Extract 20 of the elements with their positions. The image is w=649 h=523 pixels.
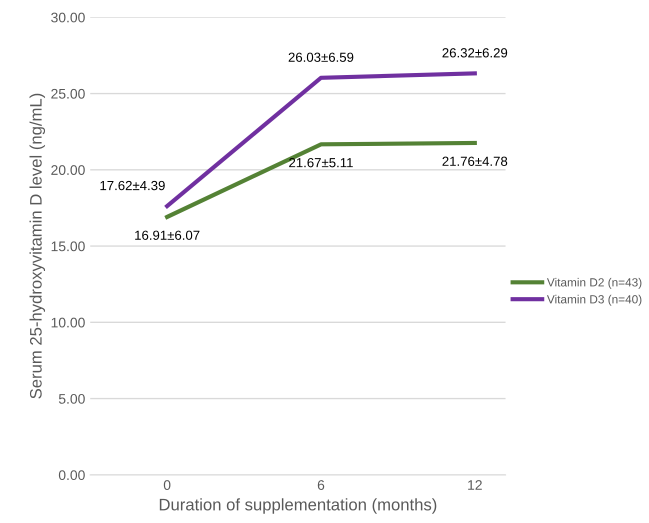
legend-label: Vitamin D2 (n=43) [546, 278, 642, 289]
y-tick-label: 5.00 [58, 394, 85, 404]
x-axis-title: Duration of supplementation (months) [160, 498, 436, 514]
data-label: 17.62±4.39 [100, 180, 165, 190]
data-label: 26.32±6.29 [442, 48, 508, 58]
data-label: 21.76±4.78 [442, 156, 508, 166]
x-tick-label: 12 [468, 480, 482, 490]
y-tick-label: 0.00 [58, 470, 85, 480]
legend-label: Vitamin D3 (n=40) [546, 294, 642, 306]
y-tick-label: 10.00 [52, 318, 85, 328]
data-label: 16.91±6.07 [135, 230, 200, 240]
y-tick-label: 15.00 [52, 241, 85, 252]
y-axis-title: Serum 25-hydroxyvitamin D level (ng/mL) [30, 94, 46, 399]
x-tick-label: 6 [318, 480, 324, 490]
y-tick-label: 25.00 [51, 88, 85, 99]
x-tick-label: 0 [164, 480, 170, 490]
data-label: 21.67±5.11 [289, 158, 353, 168]
y-tick-label: 20.00 [51, 165, 85, 175]
y-tick-label: 30.00 [51, 12, 85, 22]
data-label: 26.03±6.59 [288, 52, 354, 62]
